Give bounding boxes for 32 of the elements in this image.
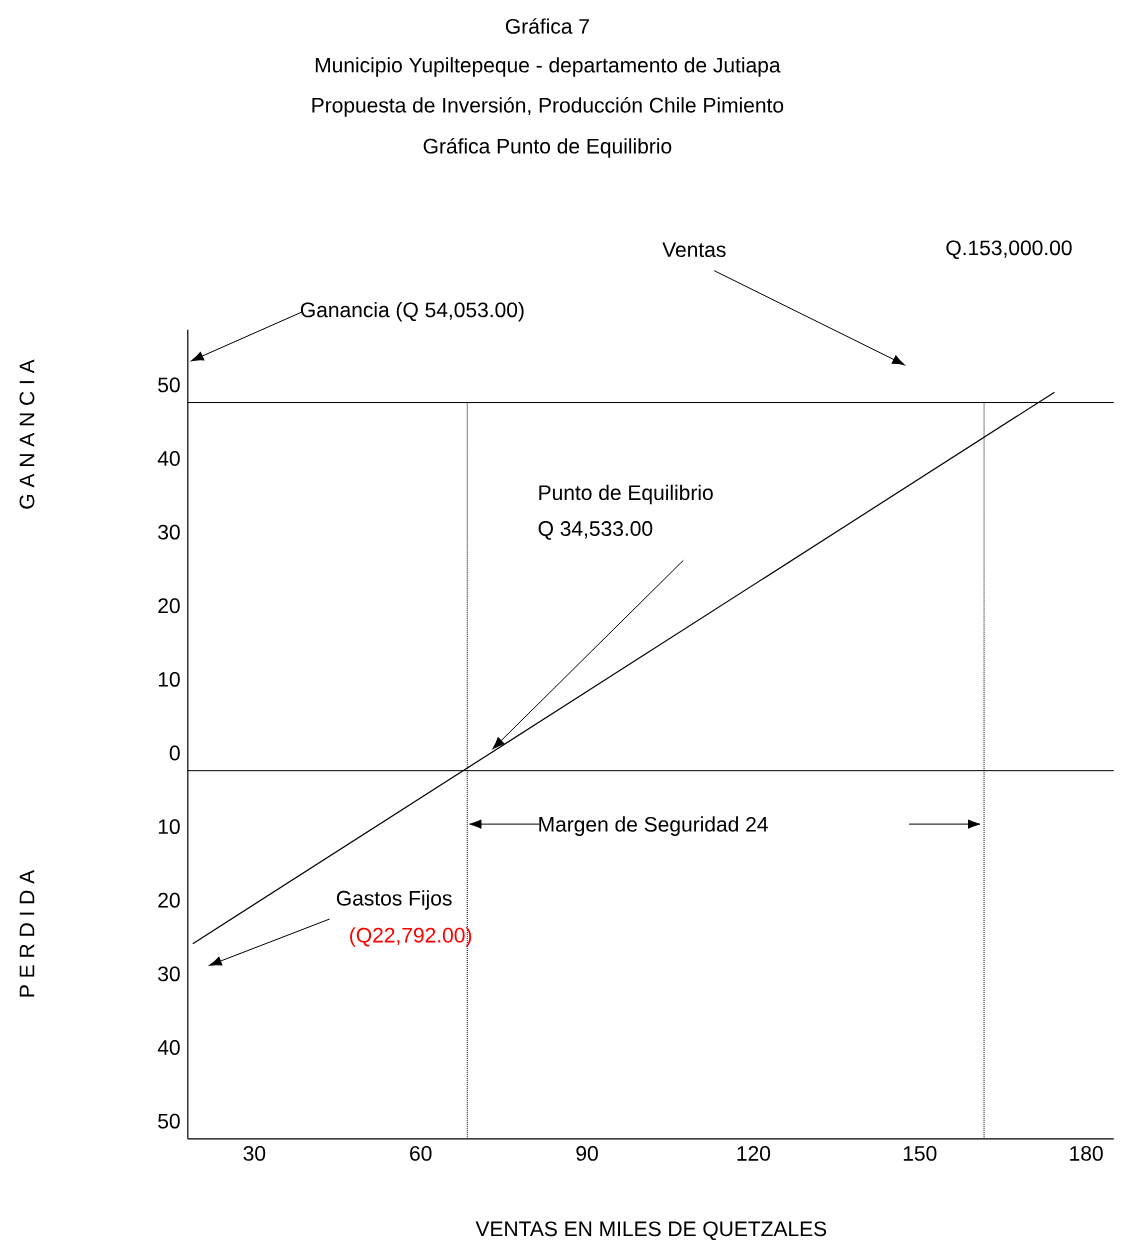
annotation: Margen de Seguridad 24 [539,816,768,836]
y-tick-label: 10 [158,819,180,835]
y-tick-label: 50 [158,377,180,393]
y-tick-label: 30 [158,966,180,982]
x-tick-label: 120 [737,1145,771,1161]
y-tick-label: 40 [157,451,180,466]
text: Ganancia (Q 54,053.00) [301,301,524,322]
x-tick-label: 180 [1070,1145,1103,1161]
text: Propuesta de Inversión, Producción Chile Pimiento [312,96,784,117]
y-tick-label: 20 [158,892,180,908]
x-tick-label: 150 [903,1145,937,1161]
text: Q.153,000.00 [946,240,1072,260]
annotation: (Q22,792.00) [350,927,472,947]
y-tick-label: 0 [169,745,180,761]
annotation: Gastos Fijos [336,890,452,910]
text: Gráfica Punto de Equilibrio [423,137,672,158]
chart-subtitle: Municipio Yupiltepeque - departamento de Jutiapa [316,57,781,77]
annotation: Punto de Equilibrio [539,484,713,505]
x-tick-label: 60 [410,1145,432,1161]
text: P E R D I D A [19,869,35,997]
y-tick-label: 50 [158,1113,180,1129]
y-tick-label: 10 [158,671,180,687]
y-tick-label: 30 [158,524,180,540]
x-axis-title: VENTAS EN MILES DE QUETZALES [475,1221,827,1240]
x-tick-label: 30 [243,1145,266,1161]
y-tick-label: 40 [157,1040,180,1055]
y-tick-label: 20 [158,598,180,614]
x-tick-label: 90 [576,1145,598,1161]
chart-title: Gráfica 7 [506,18,589,34]
text: Ventas [662,242,726,258]
text: G A N A N C I A [19,359,35,509]
annotation: Q 34,533.00 [538,521,653,540]
